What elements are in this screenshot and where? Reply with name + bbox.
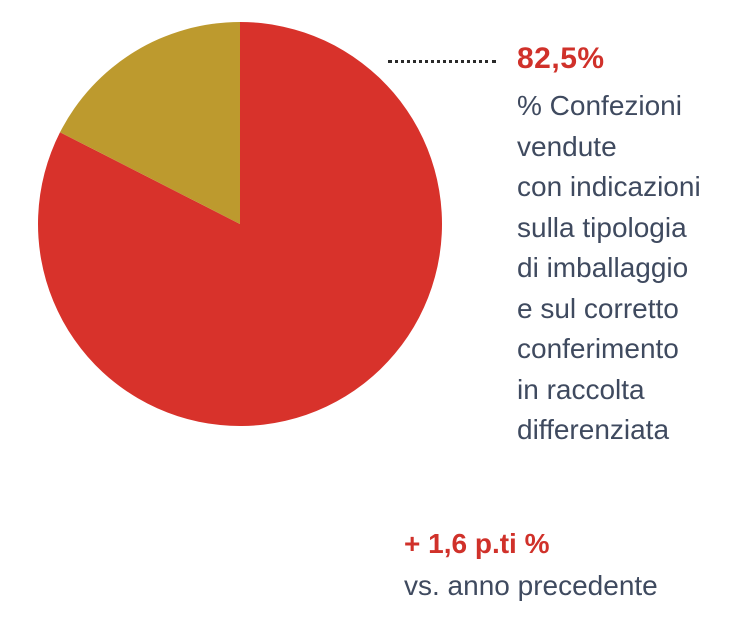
description-line: con indicazioni <box>517 171 701 202</box>
delta-value: + 1,6 p.ti % <box>404 528 550 559</box>
description-line: di imballaggio <box>517 252 689 283</box>
leader-line <box>388 60 496 63</box>
pie-slice-0 <box>38 22 443 426</box>
pie-slice-1 <box>60 22 240 224</box>
description-line: in raccolta <box>517 373 645 405</box>
description-line: sulla tipologia <box>517 211 687 243</box>
description-line: conferimento <box>517 333 679 364</box>
description-line: differenziata <box>517 414 670 445</box>
description-line: vendute <box>517 130 617 162</box>
description-line: e sul corretto <box>517 292 679 324</box>
description-text: % Confezioni vendute con indicazioni sul… <box>517 86 742 451</box>
delta-description: vs. anno precedente <box>404 570 658 601</box>
main-percentage: 82,5% <box>517 42 605 75</box>
description-line: % Confezioni <box>517 90 682 121</box>
